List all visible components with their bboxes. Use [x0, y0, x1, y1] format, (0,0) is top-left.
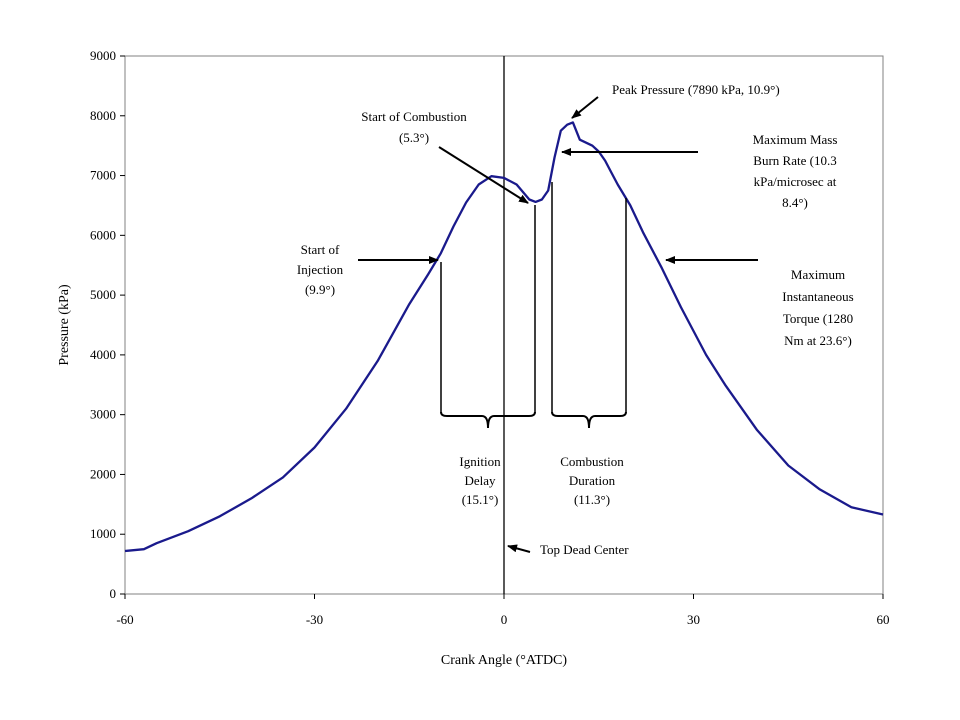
series-line — [124, 121, 884, 553]
annotation-line: kPa/microsec at — [754, 174, 837, 189]
annotation-line: Duration — [569, 473, 616, 488]
annotation-line: 8.4°) — [782, 195, 808, 210]
annotation-line: Ignition — [459, 454, 501, 469]
x-tick-label: 0 — [501, 612, 508, 627]
annotation-start-combustion: Start of Combustion (5.3°) — [361, 109, 467, 145]
annotation-line: (11.3°) — [574, 492, 610, 507]
annotation-line: Delay — [464, 473, 496, 488]
annotation-line: (5.3°) — [399, 130, 429, 145]
annotations: Start of Injection (9.9°) Start of Combusti… — [297, 82, 854, 557]
annotation-combustion-duration: Combustion Duration (11.3°) — [560, 454, 624, 507]
y-tick-label: 4000 — [90, 347, 116, 362]
axis-ticks — [120, 55, 884, 599]
annotation-line: (15.1°) — [462, 492, 499, 507]
annotation-line: Peak Pressure (7890 kPa, 10.9°) — [612, 82, 780, 97]
x-tick-label: -30 — [306, 612, 323, 627]
annotation-line: Top Dead Center — [540, 542, 629, 557]
y-tick-label: 1000 — [90, 526, 116, 541]
annotation-line: Start of — [301, 242, 340, 257]
y-tick-label: 3000 — [90, 407, 116, 422]
y-tick-label: 0 — [110, 586, 117, 601]
annotation-tdc: Top Dead Center — [540, 542, 629, 557]
annotation-line: Maximum — [791, 267, 845, 282]
y-tick-label: 2000 — [90, 466, 116, 481]
annotation-start-injection: Start of Injection (9.9°) — [297, 242, 344, 297]
y-tick-label: 7000 — [90, 168, 116, 183]
annotation-peak-pressure: Peak Pressure (7890 kPa, 10.9°) — [612, 82, 780, 97]
y-axis-title: Pressure (kPa) — [57, 284, 72, 366]
annotation-line: Maximum Mass — [753, 132, 838, 147]
annotation-line: Injection — [297, 262, 344, 277]
annotation-line: (9.9°) — [305, 282, 335, 297]
y-tick-label: 6000 — [90, 227, 116, 242]
annotation-line: Start of Combustion — [361, 109, 467, 124]
annotation-line: Torque (1280 — [783, 311, 853, 326]
x-axis-title: Crank Angle (°ATDC) — [441, 653, 567, 668]
arrow-start-combustion — [438, 146, 529, 204]
annotation-max-mass-burn: Maximum Mass Burn Rate (10.3 kPa/microsec … — [753, 132, 838, 210]
y-tick-label: 5000 — [90, 287, 116, 302]
annotation-max-torque: Maximum Instantaneous Torque (1280 Nm at 23… — [782, 267, 853, 348]
y-tick-label: 8000 — [90, 108, 116, 123]
annotation-marks — [358, 96, 758, 553]
x-tick-label: -60 — [116, 612, 133, 627]
annotation-line: Nm at 23.6°) — [784, 333, 852, 348]
y-tick-label: 9000 — [90, 48, 116, 63]
annotation-line: Instantaneous — [782, 289, 853, 304]
combustion-duration-brace — [551, 411, 627, 429]
arrow-peak-pressure — [571, 96, 599, 119]
ignition-delay-brace — [440, 411, 536, 429]
axis-tick-labels: 0 1000 2000 3000 4000 5000 6000 7000 8000 9000 -60… — [90, 48, 890, 627]
annotation-ignition-delay: Ignition Delay (15.1°) — [459, 454, 501, 507]
annotation-line: Burn Rate (10.3 — [753, 153, 836, 168]
annotation-line: Combustion — [560, 454, 624, 469]
x-tick-label: 30 — [687, 612, 700, 627]
x-tick-label: 60 — [877, 612, 890, 627]
arrow-tdc — [507, 544, 531, 553]
